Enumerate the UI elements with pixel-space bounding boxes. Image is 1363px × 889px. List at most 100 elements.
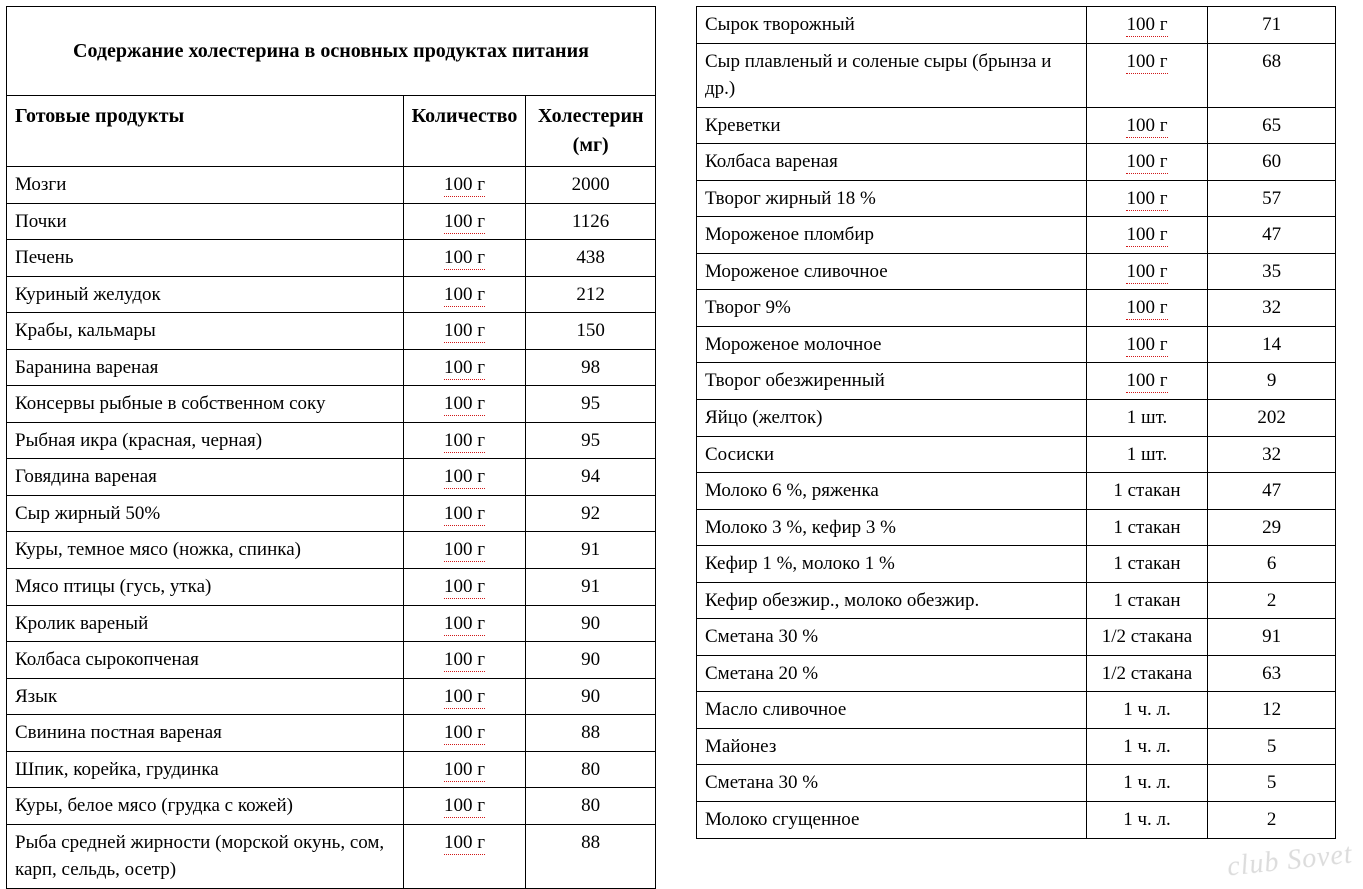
table-row: Рыба средней жирности (морской окунь, со… — [7, 824, 656, 888]
table-row: Баранина вареная100 г98 — [7, 349, 656, 386]
table-row: Почки100 г1126 — [7, 203, 656, 240]
cell-amount: 100 г — [403, 678, 526, 715]
cell-amount: 100 г — [403, 532, 526, 569]
cell-cholesterol: 57 — [1208, 180, 1336, 217]
cell-amount: 100 г — [1086, 107, 1207, 144]
cell-amount: 1 ч. л. — [1086, 692, 1207, 729]
cell-amount: 1 стакан — [1086, 582, 1207, 619]
cell-amount: 1 стакан — [1086, 546, 1207, 583]
cell-product: Кролик вареный — [7, 605, 404, 642]
cell-product: Сметана 20 % — [697, 655, 1087, 692]
table-row: Консервы рыбные в собственном соку100 г9… — [7, 386, 656, 423]
cell-product: Сырок творожный — [697, 7, 1087, 44]
cell-cholesterol: 90 — [526, 642, 656, 679]
cell-cholesterol: 29 — [1208, 509, 1336, 546]
cell-amount: 100 г — [403, 569, 526, 606]
cell-amount: 100 г — [1086, 253, 1207, 290]
cell-cholesterol: 80 — [526, 788, 656, 825]
cell-cholesterol: 47 — [1208, 473, 1336, 510]
table-row: Творог обезжиренный100 г9 — [697, 363, 1336, 400]
table-row: Рыбная икра (красная, черная)100 г95 — [7, 422, 656, 459]
table-row: Кефир обезжир., молоко обезжир.1 стакан2 — [697, 582, 1336, 619]
table-row: Яйцо (желток)1 шт.202 — [697, 400, 1336, 437]
table-row: Сыр жирный 50%100 г92 — [7, 495, 656, 532]
table-row: Сметана 30 %1/2 стакана91 — [697, 619, 1336, 656]
cell-amount: 100 г — [403, 824, 526, 888]
table-row: Сметана 30 %1 ч. л.5 — [697, 765, 1336, 802]
cell-amount: 1/2 стакана — [1086, 619, 1207, 656]
cell-cholesterol: 9 — [1208, 363, 1336, 400]
cell-cholesterol: 2000 — [526, 167, 656, 204]
cell-cholesterol: 5 — [1208, 728, 1336, 765]
cell-cholesterol: 47 — [1208, 217, 1336, 254]
cell-amount: 1 стакан — [1086, 473, 1207, 510]
cell-cholesterol: 12 — [1208, 692, 1336, 729]
cell-product: Свинина постная вареная — [7, 715, 404, 752]
table-row: Шпик, корейка, грудинка100 г80 — [7, 751, 656, 788]
table-row: Кефир 1 %, молоко 1 %1 стакан6 — [697, 546, 1336, 583]
table-row: Колбаса вареная100 г60 — [697, 144, 1336, 181]
cell-cholesterol: 202 — [1208, 400, 1336, 437]
table-row: Мясо птицы (гусь, утка)100 г91 — [7, 569, 656, 606]
cell-product: Мороженое сливочное — [697, 253, 1087, 290]
table-row: Куры, белое мясо (грудка с кожей)100 г80 — [7, 788, 656, 825]
cell-amount: 100 г — [403, 605, 526, 642]
header-amount: Количество — [403, 96, 526, 167]
table-row: Свинина постная вареная100 г88 — [7, 715, 656, 752]
cell-cholesterol: 150 — [526, 313, 656, 350]
cell-cholesterol: 91 — [526, 569, 656, 606]
cholesterol-table-right: Сырок творожный100 г71Сыр плавленый и со… — [696, 6, 1336, 839]
cell-product: Баранина вареная — [7, 349, 404, 386]
cell-product: Печень — [7, 240, 404, 277]
cell-cholesterol: 1126 — [526, 203, 656, 240]
cell-product: Креветки — [697, 107, 1087, 144]
cell-cholesterol: 65 — [1208, 107, 1336, 144]
cell-product: Сыр плавленый и соленые сыры (брынза и д… — [697, 43, 1087, 107]
cell-product: Мороженое пломбир — [697, 217, 1087, 254]
table-row: Кролик вареный100 г90 — [7, 605, 656, 642]
cell-cholesterol: 91 — [526, 532, 656, 569]
table-row: Сыр плавленый и соленые сыры (брынза и д… — [697, 43, 1336, 107]
table-row: Мороженое пломбир100 г47 — [697, 217, 1336, 254]
table-row: Колбаса сырокопченая100 г90 — [7, 642, 656, 679]
cell-cholesterol: 91 — [1208, 619, 1336, 656]
cell-product: Почки — [7, 203, 404, 240]
cell-amount: 100 г — [403, 715, 526, 752]
cell-product: Мозги — [7, 167, 404, 204]
cell-cholesterol: 68 — [1208, 43, 1336, 107]
right-column: Сырок творожный100 г71Сыр плавленый и со… — [696, 6, 1336, 879]
table-row: Творог 9%100 г32 — [697, 290, 1336, 327]
cell-amount: 100 г — [1086, 7, 1207, 44]
cell-amount: 1 ч. л. — [1086, 802, 1207, 839]
cell-product: Говядина вареная — [7, 459, 404, 496]
header-row: Готовые продукты Количество Холестерин (… — [7, 96, 656, 167]
cell-cholesterol: 95 — [526, 422, 656, 459]
cell-amount: 100 г — [403, 240, 526, 277]
cell-cholesterol: 90 — [526, 605, 656, 642]
table-row: Крабы, кальмары100 г150 — [7, 313, 656, 350]
cell-cholesterol: 438 — [526, 240, 656, 277]
cell-amount: 100 г — [1086, 326, 1207, 363]
cell-product: Мороженое молочное — [697, 326, 1087, 363]
cell-cholesterol: 88 — [526, 824, 656, 888]
cell-product: Сосиски — [697, 436, 1087, 473]
table-row: Молоко 6 %, ряженка1 стакан47 — [697, 473, 1336, 510]
cell-product: Куриный желудок — [7, 276, 404, 313]
cell-cholesterol: 14 — [1208, 326, 1336, 363]
cell-product: Шпик, корейка, грудинка — [7, 751, 404, 788]
cell-amount: 100 г — [1086, 217, 1207, 254]
cell-amount: 100 г — [403, 203, 526, 240]
cell-product: Молоко сгущенное — [697, 802, 1087, 839]
cell-amount: 100 г — [403, 751, 526, 788]
cell-product: Рыба средней жирности (морской окунь, со… — [7, 824, 404, 888]
cell-amount: 100 г — [403, 422, 526, 459]
table-row: Печень100 г438 — [7, 240, 656, 277]
cell-cholesterol: 6 — [1208, 546, 1336, 583]
cell-cholesterol: 94 — [526, 459, 656, 496]
cell-cholesterol: 2 — [1208, 582, 1336, 619]
table-row: Майонез1 ч. л.5 — [697, 728, 1336, 765]
cell-product: Сметана 30 % — [697, 765, 1087, 802]
table-row: Мороженое молочное100 г14 — [697, 326, 1336, 363]
cell-amount: 100 г — [1086, 144, 1207, 181]
cell-cholesterol: 32 — [1208, 436, 1336, 473]
